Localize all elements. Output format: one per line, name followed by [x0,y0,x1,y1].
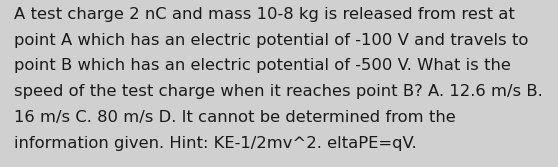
Text: point A which has an electric potential of -100 V and travels to: point A which has an electric potential … [14,33,528,48]
Text: information given. Hint: KE-1/2mv^2. eltaPE=qV.: information given. Hint: KE-1/2mv^2. elt… [14,136,417,151]
Text: 16 m/s C. 80 m/s D. It cannot be determined from the: 16 m/s C. 80 m/s D. It cannot be determi… [14,110,456,125]
Text: A test charge 2 nC and mass 10-8 kg is released from rest at: A test charge 2 nC and mass 10-8 kg is r… [14,7,515,22]
Text: speed of the test charge when it reaches point B? A. 12.6 m/s B.: speed of the test charge when it reaches… [14,84,543,99]
Text: point B which has an electric potential of -500 V. What is the: point B which has an electric potential … [14,58,511,73]
